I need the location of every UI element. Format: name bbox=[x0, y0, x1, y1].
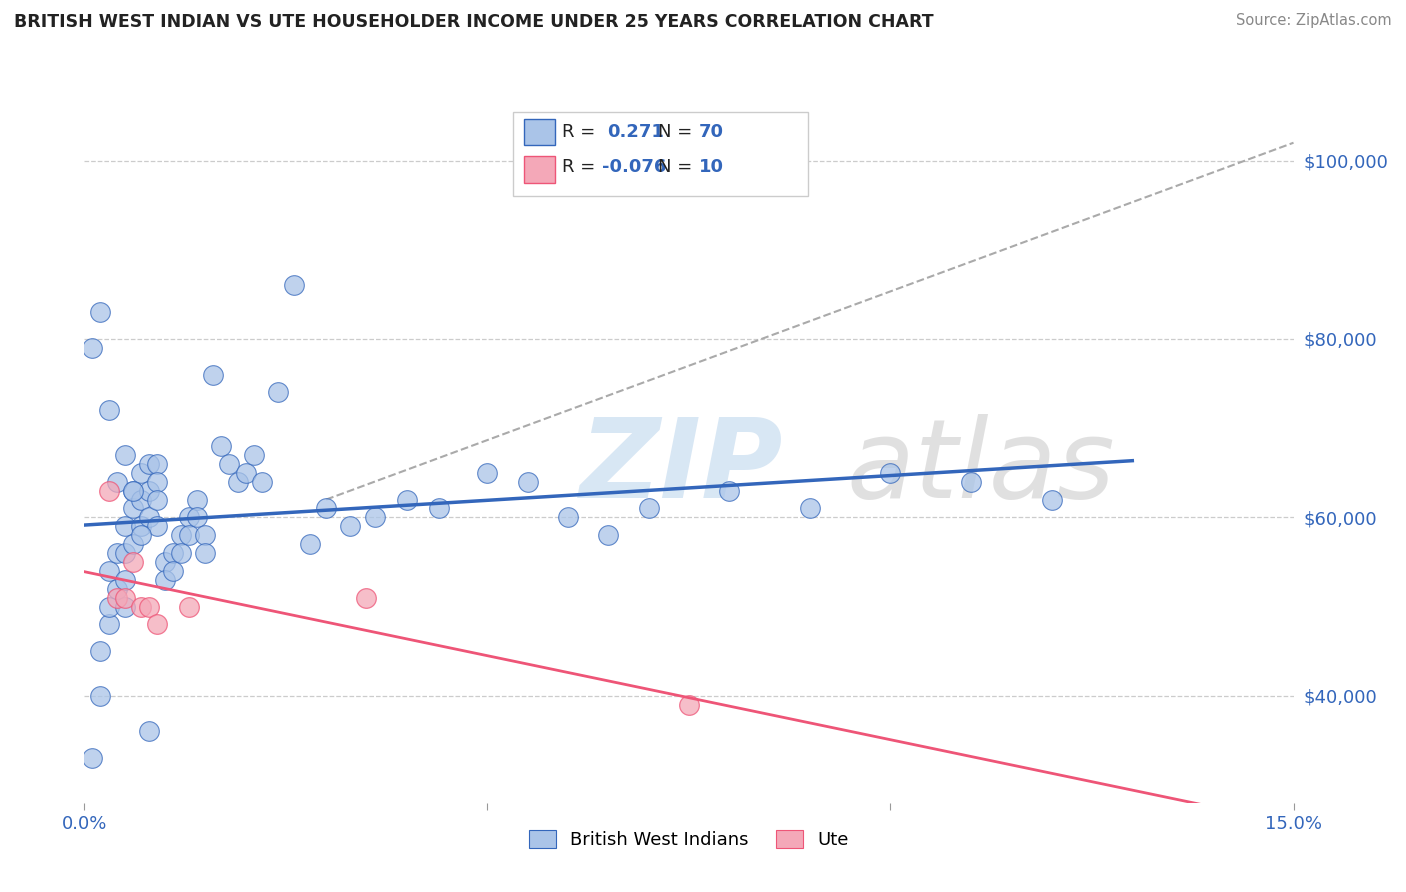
Legend: British West Indians, Ute: British West Indians, Ute bbox=[520, 821, 858, 858]
Point bbox=[516, 475, 538, 489]
Point bbox=[82, 751, 104, 765]
Point bbox=[299, 537, 322, 551]
Point bbox=[82, 341, 104, 355]
Point bbox=[97, 617, 120, 632]
Point bbox=[105, 475, 128, 489]
Point bbox=[114, 573, 136, 587]
Point bbox=[179, 599, 201, 614]
Text: -0.076: -0.076 bbox=[602, 158, 666, 176]
Point bbox=[226, 475, 249, 489]
Point bbox=[153, 573, 176, 587]
Point bbox=[121, 537, 143, 551]
Point bbox=[235, 466, 257, 480]
Point bbox=[209, 439, 232, 453]
Point bbox=[477, 466, 499, 480]
Point bbox=[129, 528, 152, 542]
Text: N =: N = bbox=[658, 158, 697, 176]
Point bbox=[146, 475, 169, 489]
Point bbox=[89, 644, 111, 658]
Point bbox=[557, 510, 579, 524]
Point bbox=[267, 385, 290, 400]
Point bbox=[153, 555, 176, 569]
Point bbox=[129, 599, 152, 614]
Point bbox=[114, 448, 136, 462]
Point bbox=[194, 546, 217, 560]
Point bbox=[315, 501, 337, 516]
Point bbox=[146, 617, 169, 632]
Point bbox=[138, 724, 160, 739]
Point bbox=[129, 519, 152, 533]
Point bbox=[363, 510, 385, 524]
Point bbox=[114, 546, 136, 560]
Point bbox=[105, 591, 128, 605]
Point bbox=[105, 546, 128, 560]
Text: ZIP: ZIP bbox=[581, 414, 783, 521]
Point bbox=[170, 528, 193, 542]
Text: R =: R = bbox=[562, 123, 602, 141]
Point bbox=[121, 483, 143, 498]
Point bbox=[97, 483, 120, 498]
Point bbox=[637, 501, 659, 516]
Point bbox=[186, 492, 208, 507]
Point bbox=[97, 599, 120, 614]
Point bbox=[114, 519, 136, 533]
Point bbox=[242, 448, 264, 462]
Point bbox=[179, 528, 201, 542]
Point bbox=[194, 528, 217, 542]
Text: BRITISH WEST INDIAN VS UTE HOUSEHOLDER INCOME UNDER 25 YEARS CORRELATION CHART: BRITISH WEST INDIAN VS UTE HOUSEHOLDER I… bbox=[14, 13, 934, 31]
Point bbox=[129, 492, 152, 507]
Point bbox=[89, 689, 111, 703]
Point bbox=[138, 510, 160, 524]
Point bbox=[356, 591, 378, 605]
Point bbox=[1040, 492, 1063, 507]
Point bbox=[799, 501, 821, 516]
Point bbox=[138, 457, 160, 471]
Point bbox=[879, 466, 901, 480]
Point bbox=[121, 483, 143, 498]
Point bbox=[105, 582, 128, 596]
Point bbox=[138, 599, 160, 614]
Point bbox=[598, 528, 620, 542]
Point bbox=[146, 457, 169, 471]
Point bbox=[146, 519, 169, 533]
Text: Source: ZipAtlas.com: Source: ZipAtlas.com bbox=[1236, 13, 1392, 29]
Point bbox=[179, 510, 201, 524]
Point bbox=[202, 368, 225, 382]
Point bbox=[283, 278, 305, 293]
Point bbox=[162, 546, 184, 560]
Point bbox=[427, 501, 450, 516]
Point bbox=[97, 403, 120, 417]
Point bbox=[960, 475, 983, 489]
Point bbox=[250, 475, 273, 489]
Text: atlas: atlas bbox=[846, 414, 1115, 521]
Point bbox=[170, 546, 193, 560]
Text: N =: N = bbox=[658, 123, 697, 141]
Text: R =: R = bbox=[562, 158, 602, 176]
Point bbox=[89, 305, 111, 319]
Point bbox=[121, 555, 143, 569]
Point bbox=[121, 501, 143, 516]
Point bbox=[114, 591, 136, 605]
Point bbox=[129, 466, 152, 480]
Point bbox=[146, 492, 169, 507]
Point bbox=[97, 564, 120, 578]
Point bbox=[138, 483, 160, 498]
Text: 70: 70 bbox=[699, 123, 724, 141]
Point bbox=[218, 457, 240, 471]
Text: 0.271: 0.271 bbox=[607, 123, 664, 141]
Point bbox=[162, 564, 184, 578]
Point bbox=[339, 519, 361, 533]
Point bbox=[395, 492, 418, 507]
Point bbox=[718, 483, 741, 498]
Text: 10: 10 bbox=[699, 158, 724, 176]
Point bbox=[114, 599, 136, 614]
Point bbox=[678, 698, 700, 712]
Point bbox=[186, 510, 208, 524]
